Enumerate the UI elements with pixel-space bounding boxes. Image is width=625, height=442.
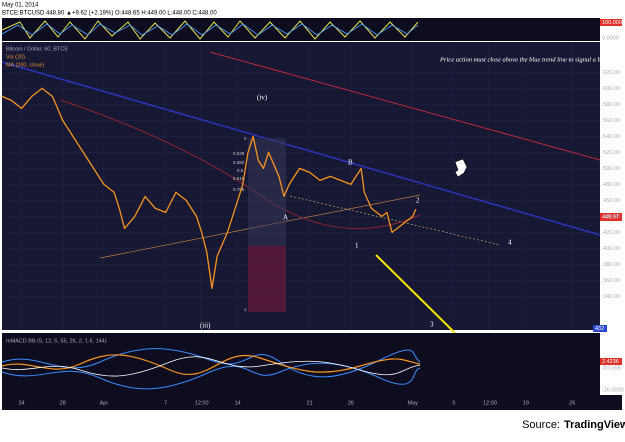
macd-axis-label: -0.0168 bbox=[602, 365, 621, 371]
x-tick-label: May bbox=[407, 400, 418, 406]
y-tick-label: 340.00 bbox=[603, 294, 620, 300]
annotation: B bbox=[348, 159, 353, 167]
y-tick-label: 380.00 bbox=[603, 262, 620, 268]
osc-label-box bbox=[600, 19, 622, 26]
y-tick-label: 600.00 bbox=[603, 86, 620, 92]
note: Price action must close above the blue t… bbox=[439, 56, 619, 63]
y-tick-label: 560.00 bbox=[603, 118, 620, 124]
last-price: 449.97 bbox=[602, 214, 619, 220]
y-tick-label: 520.00 bbox=[603, 150, 620, 156]
x-tick-label: 26 bbox=[569, 400, 575, 406]
price-line bbox=[1, 87, 417, 290]
x-tick-label: 21 bbox=[307, 400, 313, 406]
annotation: 4 bbox=[508, 239, 512, 247]
osc-label: 100.0000 bbox=[602, 20, 625, 26]
y-tick-label: 500.00 bbox=[603, 166, 620, 172]
macd-axis-label: -20.0000 bbox=[602, 387, 624, 393]
y-tick-label: 480.00 bbox=[603, 182, 620, 188]
fib-label: 0 bbox=[244, 136, 247, 141]
oscillator-panel bbox=[2, 18, 600, 41]
yellow-projection bbox=[375, 254, 456, 334]
x-tick-label: 28 bbox=[60, 400, 66, 406]
grid bbox=[2, 42, 600, 330]
y-tick-label: 360.00 bbox=[603, 278, 620, 284]
macd-signal bbox=[1, 356, 421, 377]
fib-labels: 0 0.236 0.382 0.5 0.618 0.786 1 bbox=[233, 136, 247, 312]
annotation: 1 bbox=[355, 242, 359, 250]
x-axis-strip bbox=[2, 395, 622, 410]
x-tick-label: 24 bbox=[18, 400, 24, 406]
annotation: A bbox=[283, 214, 288, 222]
annotation: (iii) bbox=[200, 322, 211, 330]
main-panel bbox=[2, 42, 600, 330]
x-tick-label: 7 bbox=[164, 400, 167, 406]
fib-label: 0.618 bbox=[233, 176, 245, 181]
x-tick-label: Apr bbox=[100, 400, 109, 406]
y-tick-label: 540.00 bbox=[603, 134, 620, 140]
hand-cursor bbox=[454, 158, 468, 178]
low-label: 432 bbox=[595, 326, 604, 332]
osc-label: 0.0000 bbox=[602, 35, 619, 41]
macd-band bbox=[1, 362, 421, 390]
blue-trend-line bbox=[1, 61, 601, 236]
fib-label: 0.5 bbox=[237, 168, 244, 173]
x-tick-label: 12:00 bbox=[483, 400, 497, 406]
macd-panel bbox=[2, 333, 600, 395]
x-tick-label: 12:00 bbox=[195, 400, 209, 406]
y-tick-label: 440.00 bbox=[603, 214, 620, 220]
y-tick-label: 580.00 bbox=[603, 102, 620, 108]
annotation: 3 bbox=[430, 321, 434, 329]
x-tick-label: 19 bbox=[523, 400, 529, 406]
annotation: (iv) bbox=[257, 94, 268, 102]
source-prefix: Source: bbox=[522, 419, 560, 431]
y-tick-label: 620.00 bbox=[603, 70, 620, 76]
header-date: May 01, 2014 bbox=[2, 3, 39, 9]
fib-label: 0.236 bbox=[233, 151, 245, 156]
y-tick-label: 420.00 bbox=[603, 230, 620, 236]
legend-series: Bitcoin / Dollar, 60, BTCE bbox=[6, 46, 68, 52]
fib-zone-upper bbox=[248, 138, 286, 246]
oscillator-line bbox=[1, 20, 419, 40]
x-tick-label: 14 bbox=[235, 400, 241, 406]
x-tick-label: 26 bbox=[348, 400, 354, 406]
y-tick-label: 400.00 bbox=[603, 246, 620, 252]
macd-band bbox=[1, 348, 421, 378]
fib-label: 0.382 bbox=[233, 160, 245, 165]
source-site: TradingView.com bbox=[564, 419, 625, 431]
macd-label: mMACD BB (5, 12, 5, 55, 26, 2, 1.6, 144) bbox=[6, 338, 107, 344]
ticker-line: BTCE:BTCUSD 448.80 ▲+9.62 (+2.19%) O:448… bbox=[2, 11, 217, 17]
fib-label: 1 bbox=[244, 307, 247, 312]
fib-label: 0.786 bbox=[233, 187, 245, 192]
red-trend-line bbox=[209, 51, 601, 161]
low-box bbox=[593, 325, 607, 332]
macd-value-box bbox=[600, 358, 622, 365]
y-tick-label: 460.00 bbox=[603, 198, 620, 204]
oscillator-signal bbox=[1, 23, 419, 36]
annotation: 2 bbox=[416, 197, 420, 205]
macd-line bbox=[1, 354, 421, 376]
x-tick-label: 5 bbox=[452, 400, 455, 406]
macd-axis-label: 2.4236 bbox=[602, 359, 619, 365]
legend-indicator: MA (200, close) bbox=[6, 62, 44, 68]
fib-zone bbox=[248, 246, 286, 312]
last-price-box bbox=[600, 213, 622, 221]
legend-indicator: Vol (20) bbox=[6, 54, 25, 60]
